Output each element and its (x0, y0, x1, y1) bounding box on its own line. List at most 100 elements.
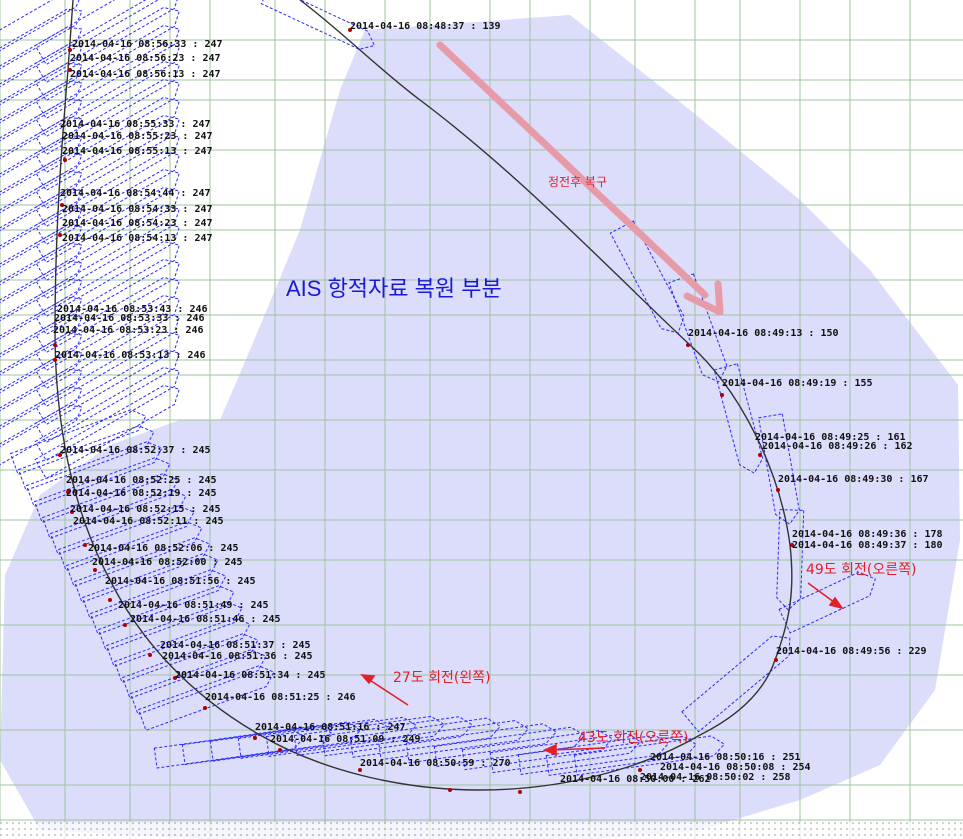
ship-outline (65, 521, 203, 587)
track-point (68, 68, 72, 72)
track-point (518, 790, 522, 794)
track-point (60, 203, 64, 207)
timestamp-label: 2014-04-16 08:50:08 : 254 (660, 762, 811, 773)
ship-outline (293, 715, 446, 756)
ship-outline (681, 635, 791, 733)
track-point (70, 510, 74, 514)
ship-outline (34, 24, 180, 120)
ship-outline (0, 386, 83, 448)
ship-outline (34, 204, 180, 300)
ship-outline (34, 240, 180, 336)
ship-outline (778, 571, 876, 634)
timestamp-label: 2014-04-16 08:49:19 : 155 (722, 378, 873, 389)
ship-outline (0, 98, 83, 160)
ship-outline (433, 726, 586, 767)
ship-outline (34, 150, 180, 246)
ship-outline (0, 80, 83, 142)
ship-outline (0, 8, 83, 70)
track-point (58, 453, 62, 457)
ship-outline (461, 730, 614, 771)
timestamp-label: 2014-04-16 08:56:13 : 247 (70, 69, 221, 80)
track-point (148, 653, 152, 657)
ship-outline (0, 404, 83, 466)
ship-outline (0, 332, 83, 394)
timestamp-label: 2014-04-16 08:50:02 : 258 (640, 772, 791, 783)
timestamp-label: 2014-04-16 08:53:13 : 246 (55, 350, 206, 361)
timestamp-label: 2014-04-16 08:48:37 : 139 (350, 21, 501, 32)
ship-outline (321, 716, 474, 757)
ship-outline (137, 665, 275, 731)
timestamp-label: 2014-04-16 08:50:00 : 262 (560, 774, 711, 785)
ship-outline (349, 717, 502, 758)
restore-area (0, 15, 960, 839)
timestamp-label: 2014-04-16 08:56:33 : 247 (72, 39, 223, 50)
ship-outline (0, 278, 83, 340)
ship-outline (0, 152, 83, 214)
ship-outline (0, 0, 80, 52)
ship-outline (0, 296, 83, 358)
ship-outline (34, 114, 180, 210)
turn-label-27: 27도 회전(왼쪽) (393, 670, 491, 686)
map-corner (0, 822, 963, 839)
timestamp-label: 2014-04-16 08:51:16 : 247 (255, 722, 406, 733)
turn-arrows (360, 582, 844, 757)
ship-outline (260, 0, 376, 50)
ship-outline (0, 242, 83, 304)
ship-outline (34, 60, 180, 156)
track-point (774, 658, 778, 662)
ship-outline (517, 734, 670, 775)
ship-outline (34, 348, 180, 444)
ship-outline (34, 0, 159, 66)
ship-outline (34, 222, 180, 318)
ship-outline (0, 350, 83, 412)
track-point (720, 393, 724, 397)
track-point (108, 598, 112, 602)
timestamp-label: 2014-04-16 08:52:00 : 245 (92, 557, 243, 568)
ship-outline (73, 537, 211, 603)
ship-outline (34, 294, 180, 390)
timestamp-label: 2014-04-16 08:55:13 : 247 (62, 146, 213, 157)
ship-outline (9, 409, 147, 475)
ship-outline (0, 188, 83, 250)
track-point (58, 233, 62, 237)
track-point (83, 543, 87, 547)
timestamp-label: 2014-04-16 08:49:30 : 167 (778, 474, 929, 485)
track-point (53, 358, 57, 362)
track-point (203, 706, 207, 710)
ship-outline (237, 718, 390, 759)
ship-outline (33, 457, 171, 523)
ship-outline (25, 441, 163, 507)
ship-outline (0, 260, 83, 322)
track-point (63, 158, 67, 162)
timestamp-label: 2014-04-16 08:50:59 : 270 (360, 758, 511, 769)
ship-outline (34, 78, 180, 174)
ship-outline (17, 425, 155, 491)
timestamp-label: 2014-04-16 08:49:36 : 178 (792, 529, 943, 540)
ship-outline (34, 258, 180, 354)
timestamp-label: 2014-04-16 08:56:23 : 247 (70, 53, 221, 64)
timestamp-label: 2014-04-16 08:52:25 : 245 (66, 475, 217, 486)
ship-outline (0, 368, 83, 430)
timestamp-label: 2014-04-16 08:53:33 : 246 (54, 313, 205, 324)
timestamp-label: 2014-04-16 08:50:16 : 251 (650, 752, 801, 763)
timestamp-labels: 2014-04-16 08:48:37 : 139 2014-04-16 08:4… (53, 21, 943, 785)
timestamp-label: 2014-04-16 08:51:46 : 245 (130, 614, 281, 625)
timestamp-label: 2014-04-16 08:49:25 : 161 (755, 432, 906, 443)
timestamp-label: 2014-04-16 08:54:44 : 247 (60, 188, 211, 199)
track-point (253, 736, 257, 740)
ship-outline (0, 170, 83, 232)
ship-outline (34, 276, 180, 372)
track-points (53, 28, 794, 794)
ship-outline (34, 312, 180, 408)
restore-arrow-label: 정전후 복구 (548, 175, 607, 189)
timestamp-label: 2014-04-16 08:52:11 : 245 (73, 516, 224, 527)
timestamp-label: 2014-04-16 08:49:56 : 229 (776, 646, 927, 657)
ship-outline (0, 62, 83, 124)
timestamp-label: 2014-04-16 08:51:09 : 249 (270, 734, 421, 745)
ship-outline (0, 314, 83, 376)
ship-outline (668, 273, 728, 383)
ship-outline (34, 330, 180, 426)
